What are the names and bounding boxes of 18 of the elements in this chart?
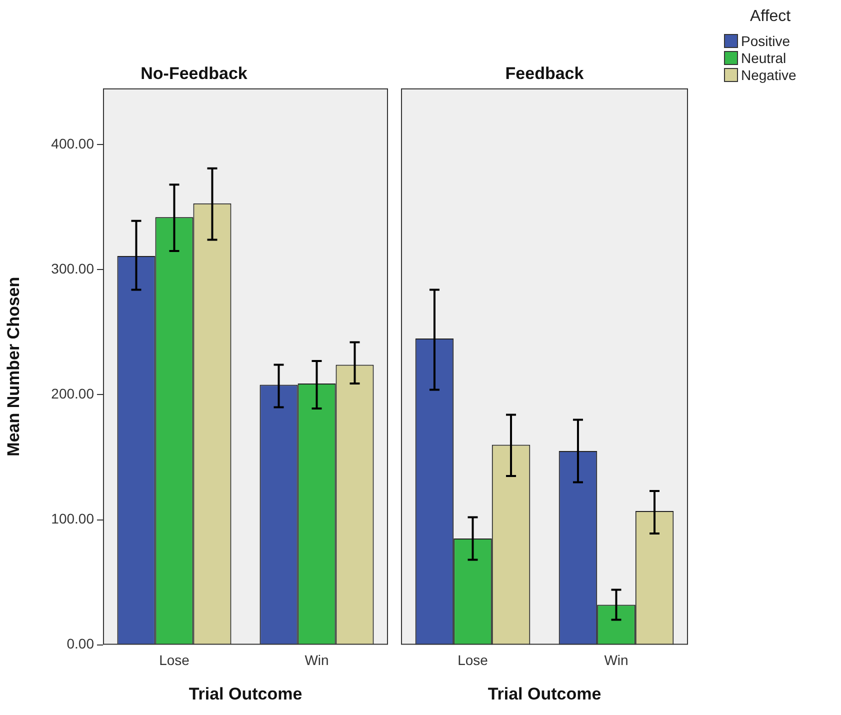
x-axis-title: Trial Outcome [188, 684, 302, 704]
y-tick-label: 100.00 [51, 510, 94, 527]
x-tick-label: Lose [458, 652, 488, 668]
legend-label: Negative [741, 66, 796, 82]
y-tick-label: 200.00 [51, 386, 94, 402]
y-tick-label: 0.00 [66, 636, 94, 652]
x-tick-label: Win [304, 652, 329, 668]
legend-label: Neutral [741, 50, 786, 66]
x-axis-title: Trial Outcome [488, 684, 602, 704]
y-axis-title: Mean Number Chosen [4, 276, 23, 456]
legend-title: Affect [750, 8, 792, 26]
y-tick-label: 400.00 [51, 136, 94, 152]
x-tick-label: Lose [159, 652, 190, 668]
x-tick-label: Win [604, 652, 628, 668]
chart-title: Feedback [505, 64, 584, 83]
y-tick-label: 300.00 [51, 260, 94, 277]
chart-title: No-Feedback [140, 64, 248, 83]
legend-label: Positive [741, 32, 790, 48]
